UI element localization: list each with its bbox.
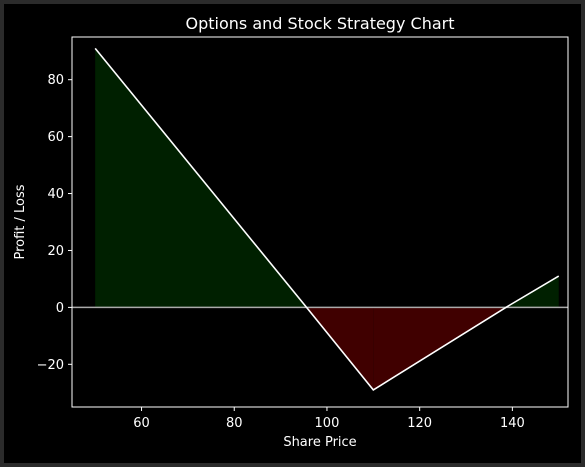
chart-title: Options and Stock Strategy Chart bbox=[186, 14, 455, 33]
x-tick-label: 100 bbox=[315, 416, 340, 431]
y-tick-label: 0 bbox=[56, 301, 64, 316]
x-axis-ticks: 60 80 100 120 140 bbox=[133, 407, 525, 431]
y-tick-label: 80 bbox=[47, 73, 64, 88]
x-tick-label: 80 bbox=[226, 416, 243, 431]
pl-fill-areas bbox=[95, 48, 559, 390]
y-axis-ticks: −20 0 20 40 60 80 bbox=[37, 73, 72, 373]
chart-svg: Options and Stock Strategy Chart 60 80 100… bbox=[13, 14, 569, 450]
x-axis-label: Share Price bbox=[283, 435, 356, 450]
y-tick-label: 60 bbox=[47, 130, 64, 145]
x-tick-label: 140 bbox=[500, 416, 525, 431]
y-tick-label: 40 bbox=[47, 187, 64, 202]
strategy-line bbox=[94, 47, 560, 391]
figure-canvas: Options and Stock Strategy Chart 60 80 100… bbox=[4, 4, 581, 463]
y-tick-label: −20 bbox=[37, 358, 64, 373]
x-tick-label: 60 bbox=[133, 416, 150, 431]
axes-frame bbox=[71, 36, 569, 408]
y-tick-label: 20 bbox=[47, 244, 64, 259]
y-axis-label: Profit / Loss bbox=[13, 184, 28, 259]
x-tick-label: 120 bbox=[407, 416, 432, 431]
